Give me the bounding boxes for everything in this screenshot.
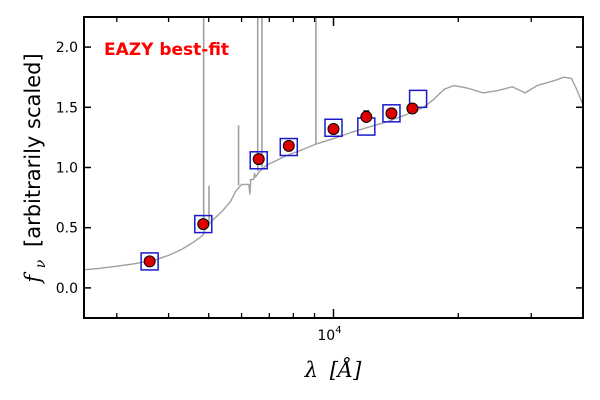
emission-lines: [202, 17, 317, 231]
observed-point-3: [282, 139, 295, 152]
x-axis-label: λ [Å]: [304, 357, 362, 382]
y-axis-text: [arbitrarily scaled]: [21, 53, 45, 247]
xtick-major-base: 10: [317, 328, 335, 344]
observed-point-7: [406, 102, 419, 115]
model-point-0: [140, 252, 159, 271]
model-point-6: [382, 104, 401, 123]
svg-text:λ [Å]: λ [Å]: [304, 357, 362, 382]
observed-point-4: [327, 122, 340, 135]
ytick-label-1: 0.5: [56, 221, 78, 237]
observed-point-2: [252, 153, 265, 166]
ytick-label-3: 1.5: [56, 100, 78, 116]
plot-area: [84, 17, 583, 271]
xtick-major-exponent: 4: [335, 325, 341, 336]
y-axis-subscript: ν: [33, 259, 49, 268]
ytick-label-4: 2.0: [56, 40, 78, 56]
x-axis-unit: [Å]: [330, 357, 362, 382]
y-axis-label: f ν [arbitrarily scaled]: [21, 53, 50, 284]
y-axis-symbol: f: [21, 272, 45, 285]
ytick-label-2: 1.0: [56, 161, 78, 177]
model-point-2: [249, 151, 268, 170]
x-axis-symbol: λ: [304, 358, 318, 382]
observed-point-6: [385, 107, 398, 120]
model-point-4: [324, 118, 343, 138]
model-spectrum-line: [84, 76, 583, 271]
observed-photometry-points: [143, 102, 419, 268]
observed-point-5: [360, 110, 373, 123]
xtick-major-label: 104: [317, 325, 341, 344]
model-point-3: [279, 137, 299, 157]
chart-annotation: EAZY best-fit: [104, 40, 229, 60]
y-axis-ticks: 0.0 0.5 1.0 1.5 2.0: [56, 40, 583, 297]
observed-point-0: [143, 255, 156, 268]
svg-text:f ν [arbitrarily s: f ν [arbitrarily scaled]: [21, 53, 50, 284]
ytick-label-0: 0.0: [56, 281, 78, 297]
observed-point-1: [197, 218, 210, 231]
model-point-1: [194, 214, 213, 234]
x-axis-ticks: 104: [116, 17, 532, 344]
